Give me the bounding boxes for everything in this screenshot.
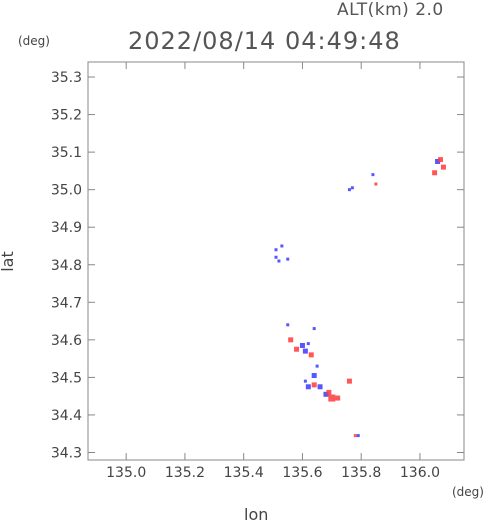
y-tick-label: 35.0 <box>51 183 82 199</box>
data-point <box>323 391 329 397</box>
data-point <box>315 364 319 368</box>
datetime-title: 2022/08/14 04:49:48 <box>128 27 401 55</box>
x-tick-label: 135.6 <box>282 465 322 481</box>
y-tick-label: 34.3 <box>51 445 82 461</box>
data-point <box>440 164 446 170</box>
data-point <box>311 382 317 388</box>
data-point <box>356 434 360 438</box>
data-point <box>286 323 290 327</box>
data-point <box>435 159 441 164</box>
data-point <box>317 384 323 390</box>
altitude-label: ALT(km) 2.0 <box>337 0 444 20</box>
y-tick-label: 34.8 <box>51 258 82 274</box>
data-point <box>371 173 375 177</box>
data-point <box>303 379 307 383</box>
y-tick-label: 34.7 <box>51 295 82 311</box>
data-point <box>294 346 300 352</box>
data-point <box>288 337 294 343</box>
data-point <box>335 395 341 401</box>
x-tick-label: 135.2 <box>165 465 205 481</box>
plot-frame <box>87 61 465 461</box>
y-tick-label: 34.6 <box>51 333 82 349</box>
data-point <box>302 348 308 354</box>
data-point <box>277 259 281 263</box>
plot-border <box>87 61 465 461</box>
data-point <box>347 188 351 192</box>
axis-ticks: 135.0 135.2 135.4 135.6 135.8 136.0 34.3 34.4 34… <box>51 62 464 481</box>
data-point <box>286 257 290 261</box>
data-points <box>274 157 446 438</box>
data-point <box>438 157 443 163</box>
x-tick-label: 135.4 <box>224 465 264 481</box>
data-point <box>274 255 278 259</box>
y-tick-label: 34.9 <box>51 220 82 236</box>
x-axis-label: lon <box>244 505 269 524</box>
data-point <box>328 394 336 402</box>
data-point <box>353 434 357 438</box>
data-point <box>280 244 284 248</box>
x-tick-label: 135.0 <box>106 465 146 481</box>
y-tick-label: 35.1 <box>51 145 82 161</box>
y-tick-label: 34.5 <box>51 370 82 386</box>
y-tick-label: 35.2 <box>51 108 82 124</box>
y-tick-label: 34.4 <box>51 408 82 424</box>
data-point <box>274 248 278 252</box>
data-point <box>432 170 438 176</box>
data-point <box>305 384 311 390</box>
x-tick-label: 136.0 <box>400 465 440 481</box>
data-point <box>346 378 352 384</box>
data-point <box>326 389 332 395</box>
data-point <box>350 186 354 190</box>
data-point <box>311 373 317 379</box>
y-axis-unit: (deg) <box>18 34 50 48</box>
x-axis-unit: (deg) <box>452 485 484 499</box>
data-point <box>312 327 316 331</box>
x-tick-label: 135.8 <box>341 465 381 481</box>
y-tick-label: 35.3 <box>51 70 82 86</box>
data-point <box>374 182 378 186</box>
data-point <box>308 352 314 358</box>
data-point <box>306 342 310 346</box>
data-point <box>299 342 305 348</box>
